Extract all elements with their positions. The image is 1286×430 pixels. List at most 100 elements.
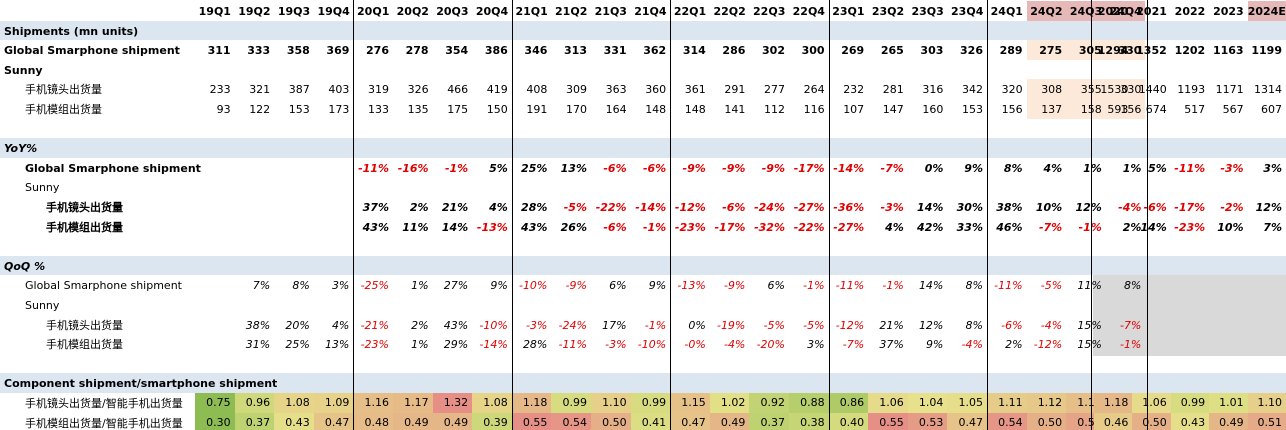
data-cell[interactable]: 314 [682, 44, 706, 58]
section-title-yoy[interactable]: YoY% [4, 142, 38, 156]
data-cell[interactable]: -6% [1143, 201, 1167, 214]
year-header[interactable]: 2020 [1097, 5, 1129, 18]
data-cell[interactable]: 21% [441, 201, 469, 214]
ratio-cell[interactable]: 0.49 [709, 412, 750, 430]
ratio-cell[interactable]: 1.17 [393, 393, 433, 413]
data-cell[interactable]: 275 [1039, 44, 1063, 58]
section-title-component[interactable]: Component shipment/smartphone shipment [4, 377, 278, 391]
data-cell[interactable]: 1193 [1177, 83, 1206, 97]
ratio-cell[interactable]: 1.11 [987, 393, 1027, 413]
ratio-cell[interactable]: 0.99 [630, 393, 671, 413]
data-cell[interactable]: 233 [209, 83, 231, 97]
data-cell[interactable]: 0% [688, 318, 706, 332]
data-cell[interactable]: 141 [724, 103, 746, 116]
row-label[interactable]: 手机模组出货量 [46, 338, 123, 352]
data-cell[interactable]: 173 [328, 103, 350, 116]
quarter-header[interactable]: 20Q4 [475, 5, 509, 18]
data-cell[interactable]: 360 [645, 83, 667, 97]
data-cell[interactable]: -17% [793, 161, 825, 175]
ratio-cell[interactable]: 1.02 [709, 393, 750, 413]
data-cell[interactable]: 148 [645, 103, 667, 116]
data-cell[interactable]: 281 [882, 83, 904, 97]
data-cell[interactable]: 11% [402, 220, 429, 234]
data-cell[interactable]: 1530 [1100, 83, 1129, 97]
data-cell[interactable] [274, 159, 314, 179]
quarter-header[interactable]: 24Q3 [1069, 5, 1103, 18]
data-cell[interactable]: -7% [1038, 220, 1063, 234]
data-cell[interactable]: -4% [723, 338, 746, 352]
data-cell[interactable]: 9% [490, 279, 508, 293]
data-cell[interactable]: -23% [1174, 220, 1206, 234]
ratio-cell[interactable]: 0.99 [1170, 393, 1210, 413]
data-cell[interactable]: 362 [643, 44, 667, 58]
data-cell[interactable]: 303 [920, 44, 944, 58]
ratio-cell[interactable]: 0.99 [551, 393, 591, 413]
data-cell[interactable]: -4% [961, 338, 983, 352]
data-cell[interactable]: 133 [367, 103, 389, 116]
data-cell[interactable]: 1440 [1138, 83, 1167, 97]
quarter-header[interactable]: 19Q2 [238, 5, 271, 18]
quarter-header[interactable]: 24Q2 [1030, 5, 1063, 18]
data-cell[interactable]: -0% [684, 338, 706, 352]
data-cell[interactable]: 264 [803, 83, 825, 97]
data-cell[interactable]: 21% [879, 318, 904, 332]
data-cell[interactable]: 358 [286, 44, 310, 58]
data-cell[interactable] [314, 159, 354, 179]
data-cell[interactable]: 361 [684, 83, 706, 97]
data-cell[interactable] [1094, 198, 1132, 218]
data-cell[interactable] [195, 218, 235, 238]
row-label[interactable]: Global Smarphone shipment [4, 44, 180, 58]
data-cell[interactable] [195, 276, 235, 296]
row-label[interactable]: Sunny [25, 299, 60, 312]
ratio-cell[interactable]: 0.55 [511, 412, 552, 430]
data-cell[interactable]: 363 [605, 83, 627, 97]
data-cell[interactable]: -1% [642, 220, 667, 234]
data-cell[interactable]: -5% [803, 318, 825, 332]
data-cell[interactable]: -9% [722, 161, 746, 175]
data-cell[interactable]: 20% [285, 318, 310, 332]
data-cell[interactable]: 1% [411, 279, 429, 293]
ratio-cell[interactable]: 0.55 [868, 412, 908, 430]
data-cell[interactable]: 107 [843, 103, 865, 116]
ratio-cell[interactable]: 1.08 [472, 393, 512, 413]
data-cell[interactable]: 153 [288, 103, 310, 116]
data-cell[interactable]: 330 [1118, 44, 1142, 58]
data-cell[interactable]: 1202 [1174, 44, 1206, 58]
data-cell[interactable]: -10% [518, 279, 548, 293]
data-cell[interactable]: -5% [1040, 279, 1063, 293]
data-cell[interactable]: 137 [1041, 103, 1063, 116]
data-cell[interactable]: 320 [1001, 83, 1023, 97]
data-cell[interactable]: 8% [292, 279, 310, 293]
data-cell[interactable] [195, 198, 235, 218]
data-cell[interactable]: 305 [1066, 41, 1106, 61]
data-cell[interactable]: 593 [1107, 103, 1129, 116]
data-cell[interactable]: -12% [674, 201, 706, 214]
ratio-cell[interactable]: 0.75 [195, 393, 235, 413]
data-cell[interactable]: 346 [524, 44, 548, 58]
data-cell[interactable]: -6% [642, 161, 667, 175]
data-cell[interactable]: -16% [397, 161, 429, 175]
data-cell[interactable]: -27% [793, 201, 825, 214]
data-cell[interactable]: -3% [880, 201, 904, 214]
data-cell[interactable]: -9% [682, 161, 706, 175]
data-cell[interactable]: -6% [1001, 318, 1023, 332]
year-header[interactable]: 2022 [1174, 5, 1206, 18]
ratio-cell[interactable]: 0.37 [234, 412, 275, 430]
data-cell[interactable]: 147 [882, 103, 904, 116]
data-cell[interactable]: 15% [1077, 318, 1102, 332]
ratio-cell[interactable]: 1.18 [511, 393, 552, 413]
ratio-cell[interactable]: 0.38 [789, 412, 829, 430]
data-cell[interactable]: 5% [1148, 161, 1167, 175]
data-cell[interactable]: 286 [722, 44, 746, 58]
data-cell[interactable]: -23% [360, 338, 389, 352]
ratio-cell[interactable]: 1.01 [1209, 393, 1248, 413]
data-cell[interactable] [274, 218, 314, 238]
data-cell[interactable]: 8% [1123, 279, 1142, 293]
data-cell[interactable]: 10% [1217, 220, 1244, 234]
data-cell[interactable]: 164 [605, 103, 627, 116]
ratio-cell[interactable]: 0.47 [947, 412, 987, 430]
data-cell[interactable]: -4% [1118, 201, 1142, 214]
data-cell[interactable]: 1% [1122, 161, 1142, 175]
data-cell[interactable]: 326 [960, 44, 983, 58]
ratio-cell[interactable]: 0.50 [591, 412, 631, 430]
